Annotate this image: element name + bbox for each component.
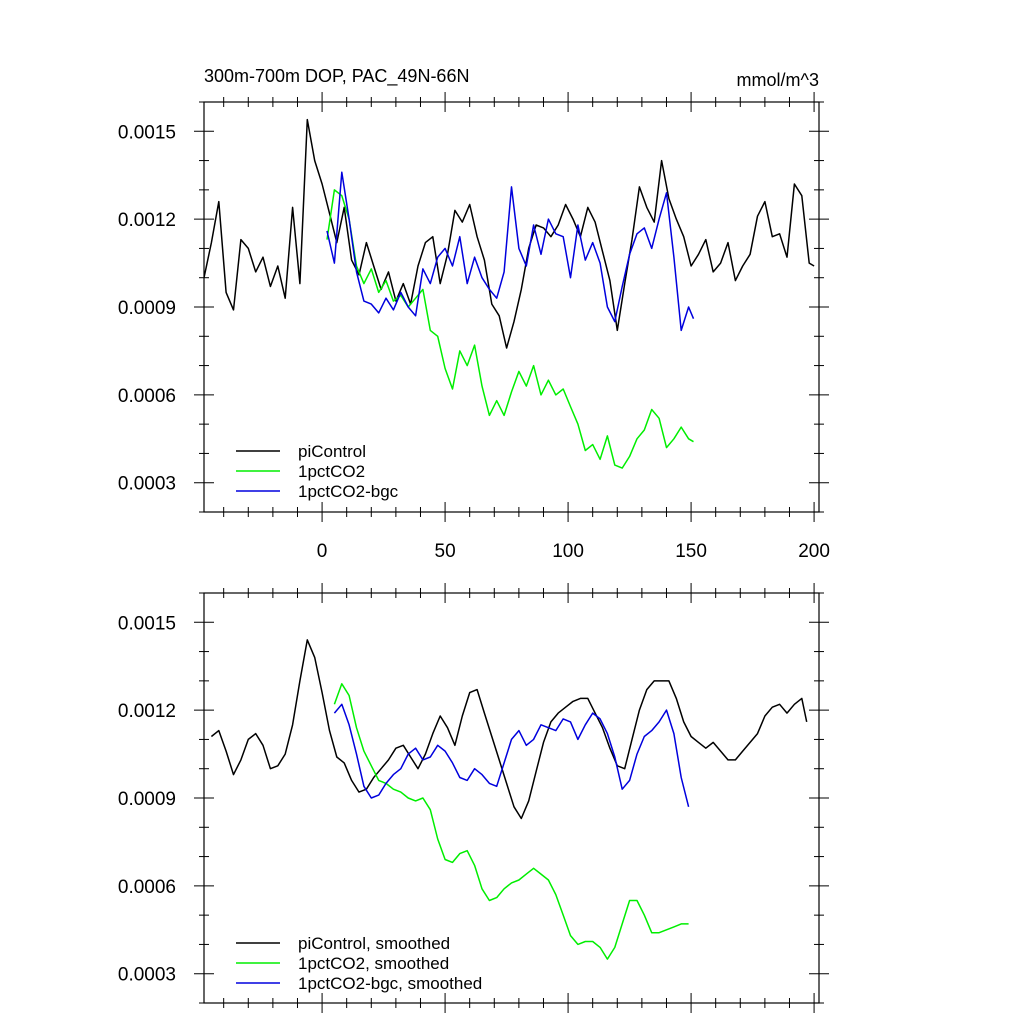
legend-entry-0-1: 1pctCO2 [236,462,365,481]
plot-frame-0 [203,101,820,513]
series-line-0-1pctco2 [326,189,694,469]
x-tick-label-0-2: 100 [552,541,584,562]
bottom-panel: 0.0003 0.0006 0.0009 0.0012 0.0015 piControl,… [118,583,829,1013]
legend-entry-1-2: 1pctCO2-bgc, smoothed [236,974,482,993]
x-tick-label-0-0: 0 [317,541,328,562]
legend-entry-1-0: piControl, smoothed [236,934,450,953]
legend-label: piControl [298,442,366,461]
series-line-1-1pctco2-smoothed [333,683,689,960]
legend-label: piControl, smoothed [298,934,450,953]
y-tick-label-0-4: 0.0015 [118,122,176,143]
y-tick-label-1-3: 0.0012 [118,701,176,722]
chart-title: 300m-700m DOP, PAC_49N-66N [204,66,469,87]
y-tick-label-0-1: 0.0006 [118,386,176,407]
series-line-0-picontrol [204,118,815,349]
legend-entry-0-2: 1pctCO2-bgc [236,482,399,501]
y-tick-label-1-1: 0.0006 [118,877,176,898]
series-line-0-1pctco2-bgc [326,171,695,332]
chart-units: mmol/m^3 [737,70,819,90]
y-tick-label-1-0: 0.0003 [118,965,176,986]
y-tick-label-0-3: 0.0012 [118,210,176,231]
y-tick-label-0-2: 0.0009 [118,298,176,319]
x-tick-label-0-3: 150 [675,541,707,562]
legend-label: 1pctCO2-bgc [298,482,399,501]
legend-label: 1pctCO2-bgc, smoothed [298,974,482,993]
y-tick-label-1-2: 0.0009 [118,789,176,810]
legend-entry-0-0: piControl [236,442,366,461]
legend-label: 1pctCO2, smoothed [298,954,449,973]
y-tick-label-0-0: 0.0003 [118,474,176,495]
x-tick-label-0-1: 50 [435,541,456,562]
x-tick-label-0-4: 200 [798,541,830,562]
legend-entry-1-1: 1pctCO2, smoothed [236,954,449,973]
series-line-1-1pctco2-bgc-smoothed [333,703,690,807]
legend-label: 1pctCO2 [298,462,365,481]
y-tick-label-1-4: 0.0015 [118,613,176,634]
top-panel: 0.0003 0.0006 0.0009 0.0012 0.0015 0 50 100 150 2… [118,66,830,562]
series-line-1-picontrol-smoothed [210,639,808,820]
